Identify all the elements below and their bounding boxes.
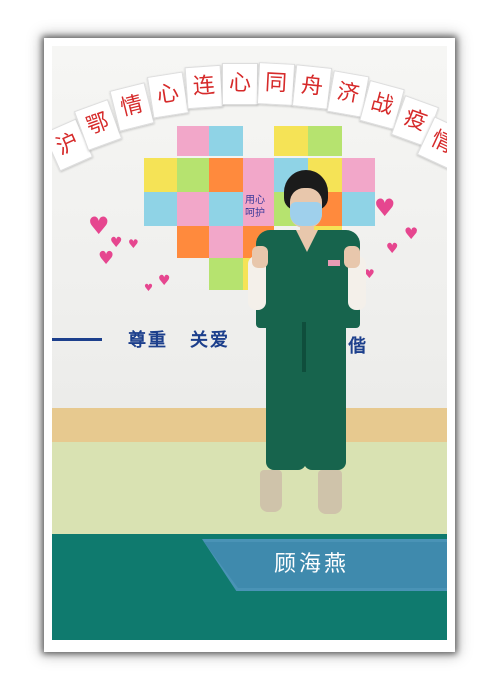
sticky-note bbox=[209, 258, 243, 290]
slogan-text-right: 偕 bbox=[348, 336, 368, 357]
heart-icon: ♥ bbox=[158, 273, 171, 289]
heart-icon: ♥ bbox=[386, 241, 399, 257]
caption-bar: 顾海燕 bbox=[52, 534, 447, 640]
banner-char: 同 bbox=[256, 62, 296, 106]
left-boot bbox=[260, 470, 282, 512]
heart-icon: ♥ bbox=[98, 248, 115, 269]
pocket-badge bbox=[328, 260, 340, 266]
sticky-note bbox=[308, 126, 342, 156]
sticky-note bbox=[209, 226, 243, 258]
sticky-note bbox=[342, 158, 375, 192]
photo: 沪 鄂 情 心 连 心 同 舟 济 战 疫 情 用心 呵护 bbox=[52, 46, 447, 534]
slogan-line-left bbox=[52, 338, 102, 341]
sticky-note bbox=[209, 158, 243, 192]
waist-tie bbox=[302, 322, 306, 372]
sticky-note-center: 用心 呵护 bbox=[243, 192, 274, 226]
sticky-note bbox=[144, 158, 177, 192]
sticky-note bbox=[177, 158, 209, 192]
right-boot bbox=[318, 470, 342, 514]
sticky-note bbox=[177, 192, 209, 226]
face-mask bbox=[290, 202, 322, 226]
left-arm bbox=[248, 256, 266, 310]
sticky-note bbox=[144, 192, 177, 226]
heart-icon: ♥ bbox=[88, 212, 110, 240]
banner-char: 连 bbox=[184, 64, 224, 110]
heart-icon: ♥ bbox=[364, 267, 375, 281]
person-name: 顾海燕 bbox=[274, 552, 350, 577]
baseboard bbox=[52, 408, 447, 442]
scrub-pants-right bbox=[304, 322, 346, 470]
right-thumb bbox=[344, 246, 360, 268]
sticky-note bbox=[209, 126, 243, 156]
sticky-note bbox=[209, 192, 243, 226]
sticky-note bbox=[342, 192, 375, 226]
heart-icon: ♥ bbox=[110, 235, 123, 251]
banner-char: 心 bbox=[222, 63, 258, 105]
right-arm bbox=[348, 256, 366, 310]
board-note-text: 用心 呵护 bbox=[245, 195, 265, 219]
slogan-text-left: 尊重 bbox=[128, 330, 168, 351]
name-tab bbox=[204, 542, 447, 588]
banner-char: 舟 bbox=[291, 64, 333, 110]
floor bbox=[52, 442, 447, 534]
heart-icon: ♥ bbox=[144, 283, 153, 294]
sticky-note bbox=[177, 126, 209, 156]
banner-char: 心 bbox=[146, 71, 190, 119]
heart-icon: ♥ bbox=[404, 224, 419, 243]
heart-icon: ♥ bbox=[374, 194, 396, 222]
left-thumb bbox=[252, 246, 268, 268]
scrub-pants-left bbox=[266, 322, 306, 470]
sticky-note bbox=[274, 126, 308, 156]
sticky-note bbox=[177, 226, 209, 258]
heart-icon: ♥ bbox=[128, 237, 139, 251]
sticky-note bbox=[243, 158, 274, 192]
slogan-text-middle: 关爱 bbox=[190, 330, 230, 351]
